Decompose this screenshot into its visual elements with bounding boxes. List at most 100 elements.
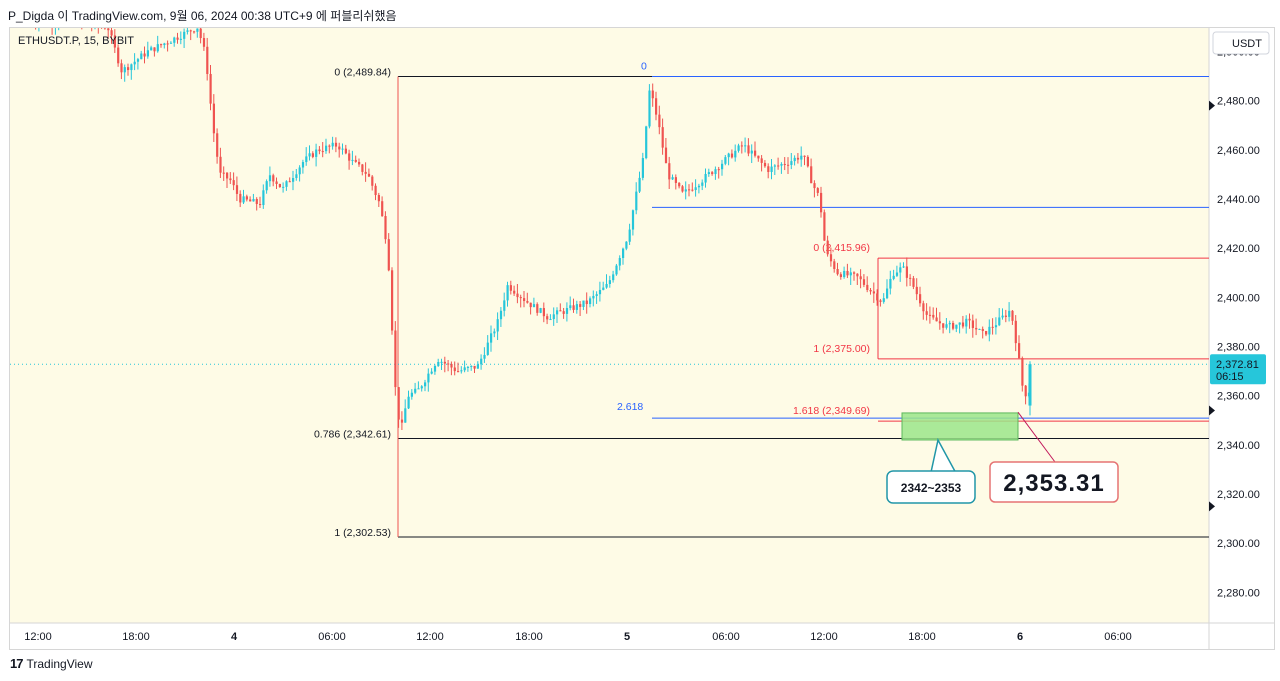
candle[interactable] — [730, 149, 734, 159]
candle[interactable] — [242, 189, 245, 204]
candle[interactable] — [354, 155, 357, 163]
candlestick-chart[interactable]: 0 (2,489.84) 0.786 (2,342.61) 1 (2,302.53)… — [10, 28, 1274, 649]
candle[interactable] — [239, 190, 242, 208]
candle[interactable] — [747, 138, 750, 157]
candle[interactable] — [278, 183, 281, 188]
candle[interactable] — [938, 312, 941, 330]
candle[interactable] — [872, 282, 875, 303]
candle[interactable] — [189, 29, 192, 41]
candle[interactable] — [315, 143, 318, 167]
candle[interactable] — [193, 30, 196, 34]
candle[interactable] — [338, 142, 341, 158]
candle[interactable] — [143, 46, 146, 64]
candle[interactable] — [173, 36, 176, 47]
candle[interactable] — [470, 365, 473, 371]
candle[interactable] — [664, 137, 668, 164]
candle[interactable] — [384, 211, 387, 244]
candle[interactable] — [219, 147, 222, 179]
candle[interactable] — [1011, 309, 1014, 325]
candle[interactable] — [816, 187, 819, 197]
candle[interactable] — [1024, 385, 1027, 405]
candle[interactable] — [876, 289, 879, 306]
candle[interactable] — [744, 137, 747, 153]
candle[interactable] — [58, 28, 60, 31]
candle[interactable] — [391, 267, 394, 335]
candle[interactable] — [38, 28, 40, 32]
candle[interactable] — [414, 382, 417, 395]
candle[interactable] — [608, 275, 611, 288]
candle[interactable] — [945, 317, 948, 330]
candle[interactable] — [503, 292, 506, 317]
candle[interactable] — [417, 381, 420, 390]
candle[interactable] — [443, 356, 446, 373]
candle[interactable] — [275, 177, 278, 190]
candle[interactable] — [476, 361, 479, 369]
candle[interactable] — [651, 83, 654, 107]
candle[interactable] — [433, 364, 437, 375]
candle[interactable] — [107, 28, 110, 39]
candle[interactable] — [146, 41, 149, 59]
candle[interactable] — [245, 194, 248, 202]
candle[interactable] — [971, 314, 974, 338]
candle[interactable] — [892, 269, 895, 281]
candle[interactable] — [668, 156, 671, 189]
candle[interactable] — [958, 322, 961, 334]
candle[interactable] — [97, 28, 99, 34]
candle[interactable] — [301, 159, 305, 174]
candle[interactable] — [942, 323, 945, 334]
candle[interactable] — [674, 174, 677, 190]
candle[interactable] — [222, 166, 225, 181]
candle[interactable] — [968, 313, 971, 329]
candle[interactable] — [1008, 302, 1011, 322]
candle[interactable] — [130, 63, 133, 80]
candle[interactable] — [612, 270, 615, 283]
candle[interactable] — [641, 152, 644, 181]
candle[interactable] — [546, 313, 549, 325]
candle[interactable] — [150, 45, 153, 51]
candle[interactable] — [605, 274, 608, 289]
candle[interactable] — [457, 362, 460, 373]
price-scale-marker-icon[interactable] — [1209, 501, 1215, 512]
candle[interactable] — [704, 168, 707, 188]
candle[interactable] — [552, 307, 555, 326]
candle[interactable] — [648, 84, 651, 129]
candle[interactable] — [803, 155, 806, 166]
candle[interactable] — [292, 170, 295, 191]
candle[interactable] — [179, 31, 182, 45]
candle[interactable] — [437, 358, 440, 367]
candle[interactable] — [793, 155, 796, 166]
candle[interactable] — [912, 275, 915, 290]
candle[interactable] — [186, 28, 189, 35]
candle[interactable] — [377, 192, 380, 207]
candle[interactable] — [899, 262, 902, 282]
candle[interactable] — [295, 168, 298, 181]
candle[interactable] — [925, 303, 928, 321]
candle[interactable] — [981, 326, 984, 339]
candle[interactable] — [800, 146, 803, 167]
candle[interactable] — [806, 155, 809, 168]
price-scale-marker-icon[interactable] — [1209, 405, 1215, 416]
candle[interactable] — [123, 64, 126, 82]
candle[interactable] — [895, 265, 899, 277]
candle[interactable] — [1001, 308, 1004, 320]
candle[interactable] — [351, 150, 354, 166]
candle[interactable] — [249, 196, 252, 202]
candle[interactable] — [450, 361, 453, 376]
candle[interactable] — [285, 180, 288, 191]
candle[interactable] — [823, 209, 826, 242]
candle[interactable] — [691, 182, 694, 192]
candle[interactable] — [447, 359, 450, 372]
candle[interactable] — [169, 41, 173, 44]
candle[interactable] — [783, 157, 786, 171]
candle[interactable] — [684, 181, 687, 200]
candle[interactable] — [153, 47, 156, 57]
candle[interactable] — [681, 184, 684, 193]
candle-latest[interactable] — [1028, 361, 1032, 416]
candle[interactable] — [813, 180, 816, 198]
candle[interactable] — [325, 138, 328, 154]
candle[interactable] — [879, 298, 882, 307]
candle[interactable] — [631, 209, 635, 236]
candle[interactable] — [410, 389, 413, 400]
candle[interactable] — [579, 301, 582, 317]
candle[interactable] — [252, 193, 255, 202]
